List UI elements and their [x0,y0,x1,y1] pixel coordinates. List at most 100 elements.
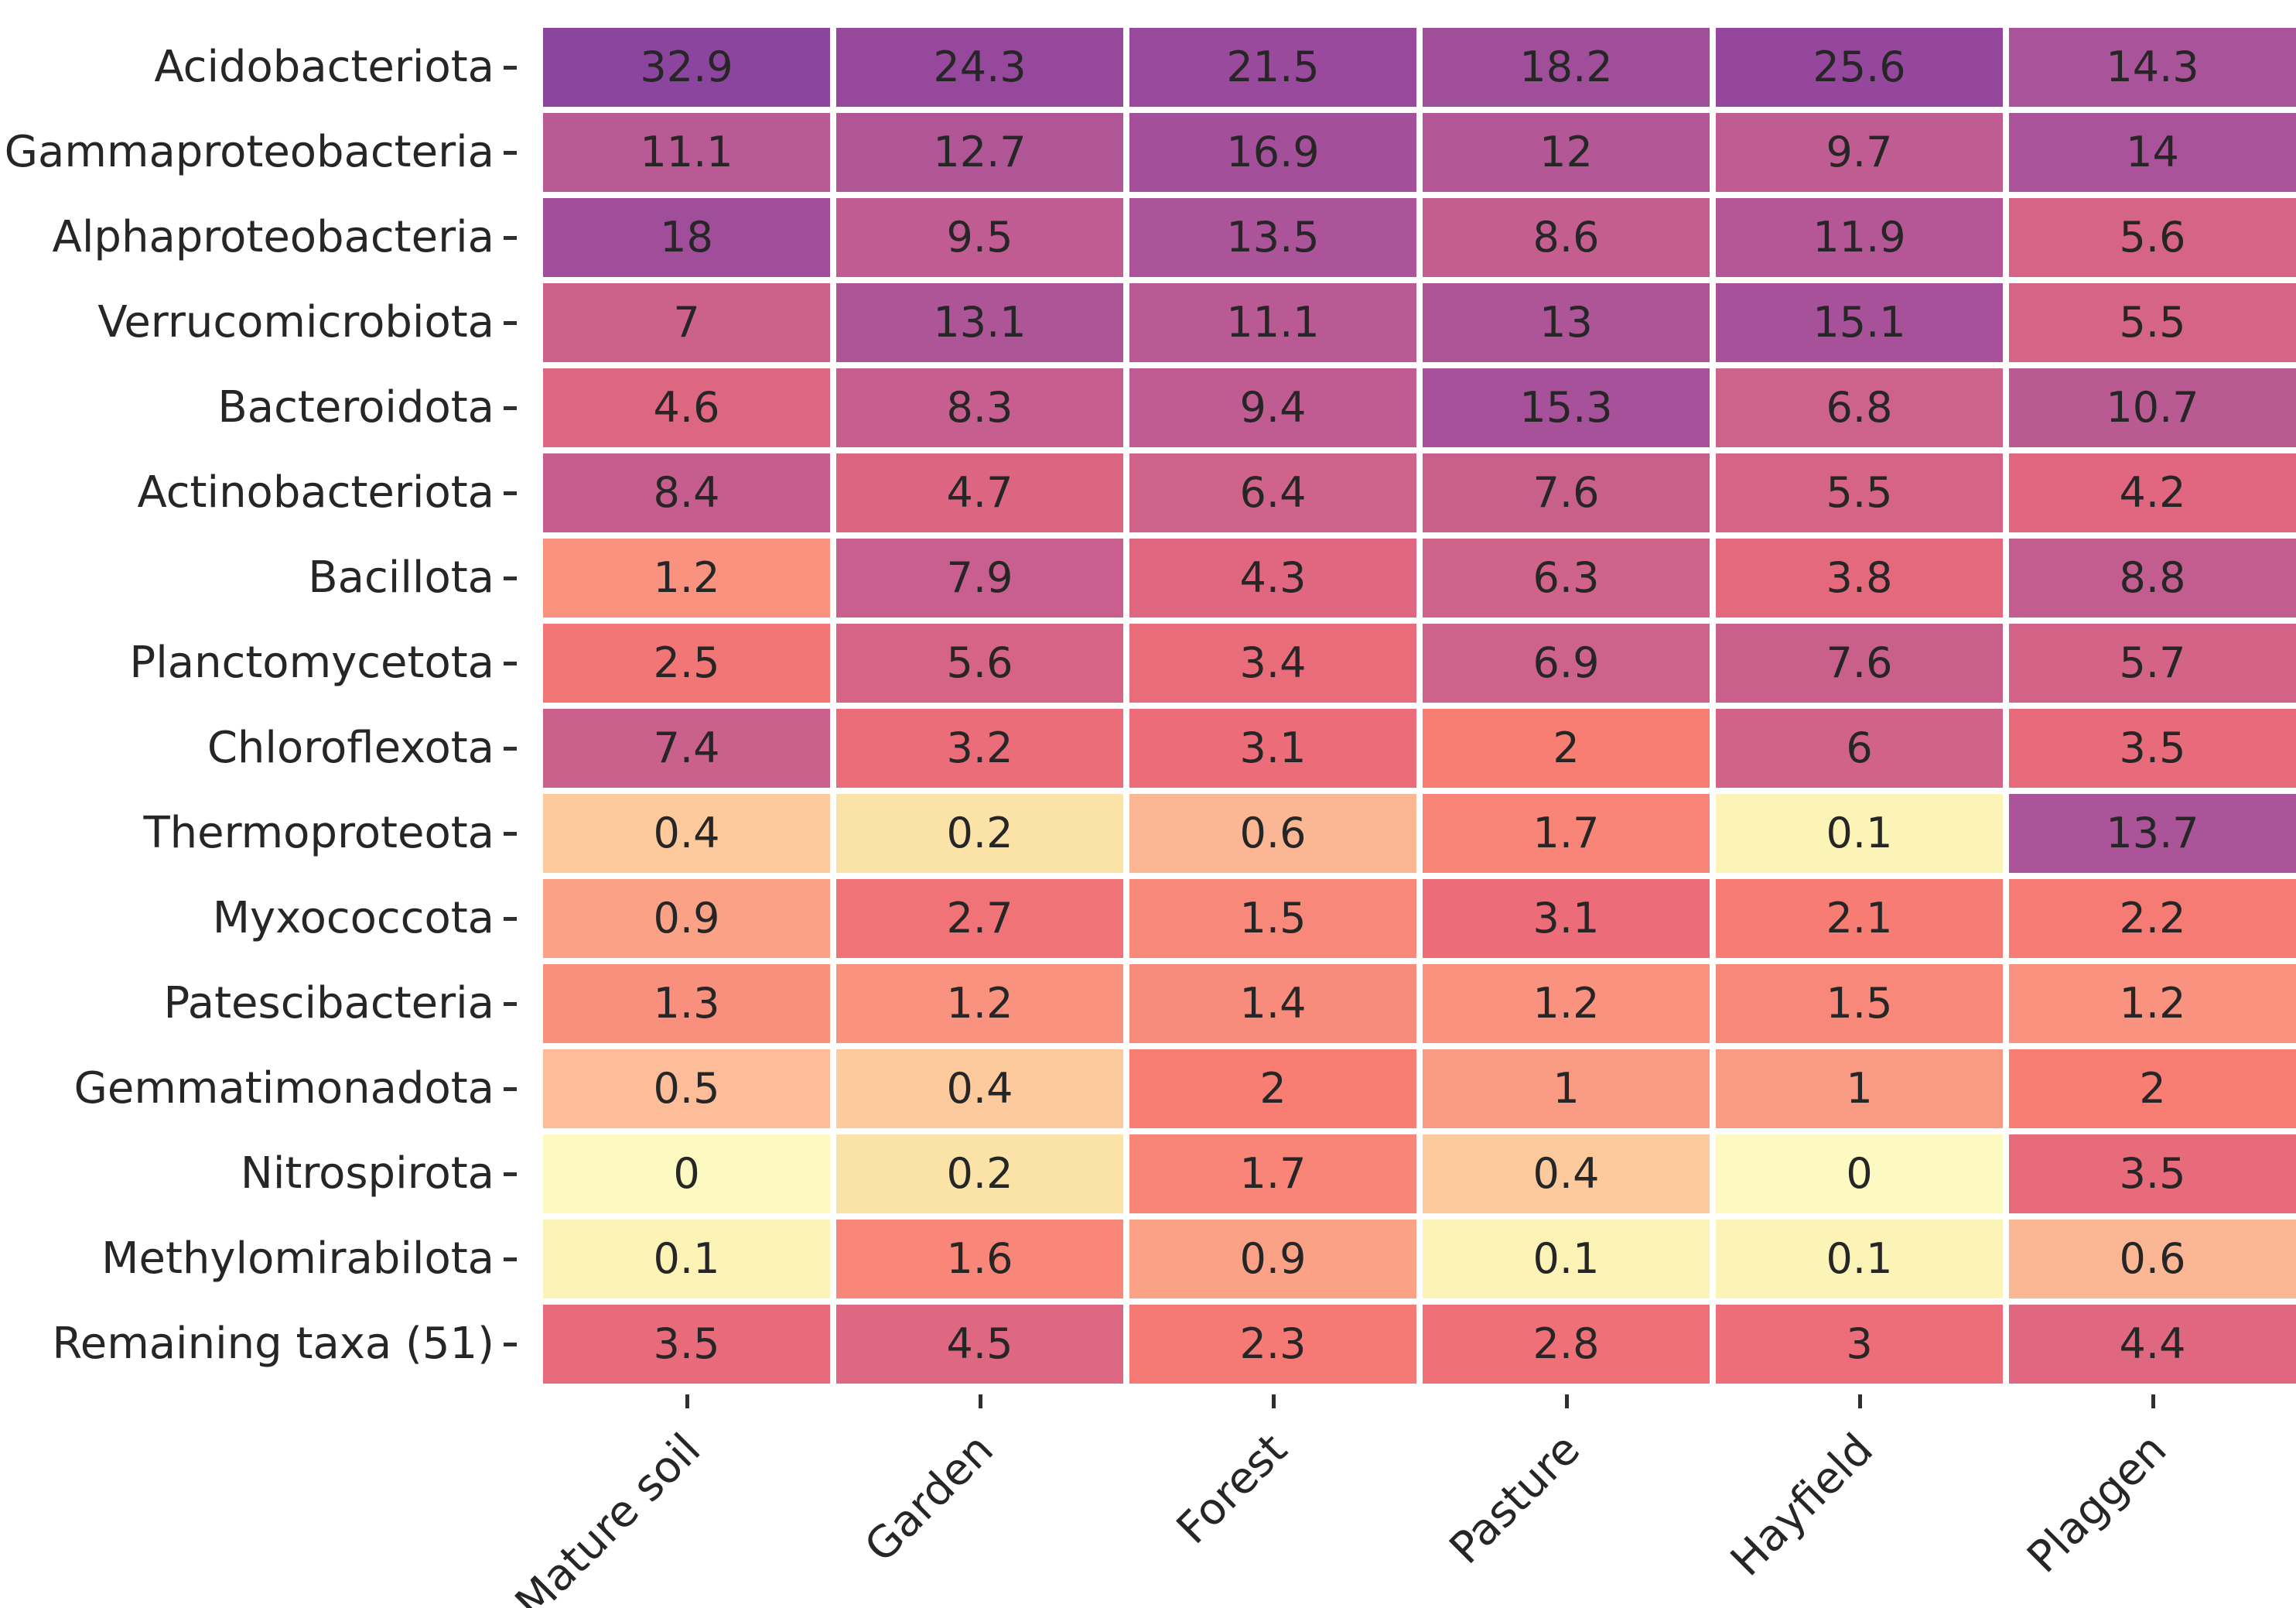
cell-value: 16.9 [1226,128,1320,176]
row-label-cell: Gammaproteobacteria [0,113,537,192]
row-label-cell: Thermoproteota [0,794,537,873]
heatmap-cell: 24.3 [836,28,1123,107]
heatmap-cell: 32.9 [543,28,830,107]
heatmap-cell: 1.2 [543,539,830,618]
heatmap-cell: 9.5 [836,198,1123,277]
cell-value: 0.2 [946,809,1013,857]
row-label-cell: Bacillota [0,539,537,618]
cell-value: 4.2 [2119,468,2186,517]
x-tick-mark [685,1394,689,1408]
cell-value: 2.7 [946,894,1013,943]
cell-value: 1.7 [1532,809,1600,857]
heatmap-cell: 2.8 [1423,1305,1710,1384]
cell-value: 1 [1846,1064,1873,1113]
heatmap-cell: 0.1 [1716,1220,2003,1298]
cell-value: 2.5 [653,638,720,687]
heatmap-cell: 1.7 [1423,794,1710,873]
cell-value: 1 [1553,1064,1580,1113]
cell-value: 9.5 [946,213,1013,262]
heatmap-row: Planctomycetota 2.5 5.6 3.4 6.9 7.6 5.7 [0,624,2296,703]
y-tick-mark [504,1001,517,1006]
row-label: Actinobacteriota [137,467,494,518]
heatmap-cell: 1.5 [1129,879,1416,958]
cell-value: 2.3 [1239,1319,1307,1368]
cell-value: 3.1 [1532,894,1600,943]
cell-value: 15.3 [1519,383,1613,432]
cell-value: 12 [1539,128,1593,176]
cell-value: 1.5 [1239,894,1307,943]
cell-value: 5.6 [946,638,1013,687]
cell-value: 1.7 [1239,1149,1307,1198]
cell-value: 3 [1846,1319,1873,1368]
row-label: Gemmatimonadota [73,1063,494,1114]
heatmap-cell: 3 [1716,1305,2003,1384]
heatmap-cell: 0 [543,1134,830,1213]
cell-value: 11.1 [640,128,733,176]
cell-value: 8.6 [1532,213,1600,262]
cell-value: 0.9 [653,894,720,943]
heatmap-cell: 4.7 [836,453,1123,532]
heatmap-cell: 3.2 [836,709,1123,788]
heatmap-row: Myxococcota 0.9 2.7 1.5 3.1 2.1 2.2 [0,879,2296,958]
row-label: Alphaproteobacteria [52,212,494,262]
cell-value: 2.2 [2119,894,2186,943]
heatmap-cell: 3.1 [1129,709,1416,788]
cell-value: 9.4 [1239,383,1307,432]
cell-value: 18.2 [1519,43,1613,91]
row-label: Thermoproteota [143,808,494,858]
y-tick-mark [504,491,517,495]
cell-value: 1.4 [1239,979,1307,1028]
cell-value: 0.9 [1239,1234,1307,1283]
cell-value: 6.4 [1239,468,1307,517]
heatmap-cell: 3.8 [1716,539,2003,618]
heatmap-cell: 6.3 [1423,539,1710,618]
cell-value: 0.1 [1532,1234,1600,1283]
cell-value: 1.2 [1532,979,1600,1028]
heatmap-cell: 6.9 [1423,624,1710,703]
heatmap-cell: 18.2 [1423,28,1710,107]
heatmap-cell: 9.4 [1129,368,1416,447]
heatmap-cell: 3.1 [1423,879,1710,958]
row-label-cell: Acidobacteriota [0,28,537,107]
heatmap-cell: 5.7 [2009,624,2296,703]
y-tick-mark [504,746,517,751]
y-tick-mark [504,150,517,155]
y-tick-mark [504,1257,517,1261]
heatmap-row: Gemmatimonadota 0.5 0.4 2 1 1 2 [0,1049,2296,1128]
cell-value: 6 [1846,724,1873,772]
heatmap-row: Verrucomicrobiota 7 13.1 11.1 13 15.1 5.5 [0,283,2296,362]
heatmap-cell: 8.6 [1423,198,1710,277]
heatmap-cell: 18 [543,198,830,277]
heatmap-cell: 7.9 [836,539,1123,618]
row-label-cell: Gemmatimonadota [0,1049,537,1128]
heatmap-cell: 4.4 [2009,1305,2296,1384]
heatmap-cell: 11.1 [1129,283,1416,362]
heatmap-cell: 6 [1716,709,2003,788]
heatmap-cell: 0.2 [836,794,1123,873]
y-tick-mark [504,65,517,70]
heatmap-cell: 15.3 [1423,368,1710,447]
y-tick-mark [504,235,517,240]
heatmap-row: Gammaproteobacteria 11.1 12.7 16.9 12 9.7 14 [0,113,2296,192]
cell-value: 6.3 [1532,553,1600,602]
heatmap-cell: 2 [1423,709,1710,788]
heatmap-cell: 21.5 [1129,28,1416,107]
heatmap-cell: 14.3 [2009,28,2296,107]
heatmap-cell: 14 [2009,113,2296,192]
cell-value: 13.1 [933,298,1027,347]
cell-value: 4.6 [653,383,720,432]
heatmap-cell: 3.5 [543,1305,830,1384]
y-tick-mark [504,405,517,410]
y-tick-mark [504,831,517,836]
cell-value: 3.5 [653,1319,720,1368]
heatmap-cell: 3.5 [2009,709,2296,788]
cell-value: 13.5 [1226,213,1320,262]
row-label-cell: Chloroflexota [0,709,537,788]
cell-value: 32.9 [640,43,733,91]
row-label: Nitrospirota [240,1148,494,1199]
cell-value: 5.5 [1826,468,1893,517]
heatmap-cell: 15.1 [1716,283,2003,362]
cell-value: 3.8 [1826,553,1893,602]
heatmap-cell: 2.2 [2009,879,2296,958]
